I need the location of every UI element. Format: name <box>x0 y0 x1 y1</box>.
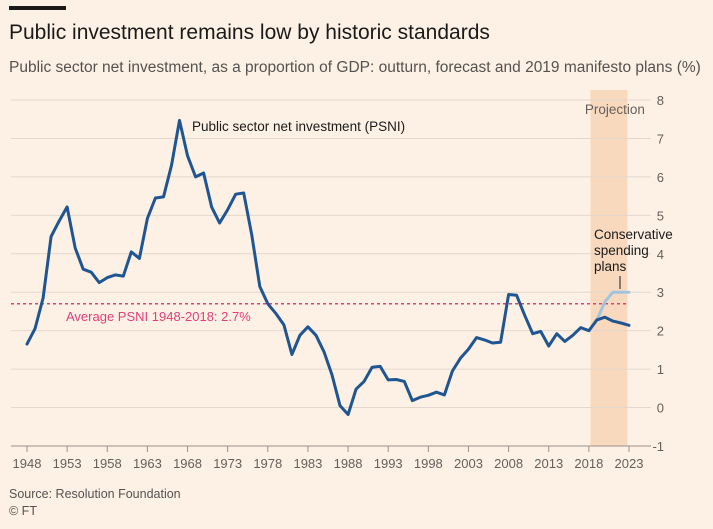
y-tick-label: 1 <box>657 362 664 377</box>
x-tick-label: 1948 <box>13 456 42 471</box>
x-tick-label: 1998 <box>414 456 443 471</box>
series-label-conservative-line: spending <box>594 243 649 258</box>
y-tick-label: 8 <box>657 93 664 108</box>
y-tick-label: 3 <box>657 285 664 300</box>
x-tick-label: 2023 <box>615 456 644 471</box>
series-label-conservative-line: Conservative <box>594 227 673 242</box>
y-tick-label: -1 <box>652 439 664 454</box>
x-tick-label: 2008 <box>494 456 523 471</box>
x-tick-label: 1988 <box>334 456 363 471</box>
x-tick-label: 1973 <box>213 456 242 471</box>
copyright-note: © FT <box>9 504 37 518</box>
x-tick-label: 2018 <box>574 456 603 471</box>
chart-title: Public investment remains low by histori… <box>9 21 490 44</box>
x-tick-label: 1963 <box>133 456 162 471</box>
y-tick-label: 5 <box>657 208 664 223</box>
y-tick-label: 6 <box>657 170 664 185</box>
x-tick-label: 2013 <box>534 456 563 471</box>
x-tick-label: 2003 <box>454 456 483 471</box>
series-line-psni <box>25 118 631 416</box>
x-tick-label: 1978 <box>253 456 282 471</box>
source-note: Source: Resolution Foundation <box>9 487 181 501</box>
x-tick-label: 1958 <box>93 456 122 471</box>
chart-subtitle: Public sector net investment, as a propo… <box>9 59 701 76</box>
average-label: Average PSNI 1948-2018: 2.7% <box>66 309 251 324</box>
y-tick-label: 4 <box>657 247 664 262</box>
projection-label: Projection <box>585 102 645 117</box>
ft-top-bar <box>9 6 66 10</box>
y-tick-label: 7 <box>657 131 664 146</box>
projection-band <box>590 90 628 446</box>
x-tick-label: 1968 <box>173 456 202 471</box>
y-tick-label: 2 <box>657 324 664 339</box>
x-tick-label: 1983 <box>293 456 322 471</box>
series-label-psni: Public sector net investment (PSNI) <box>192 119 405 134</box>
x-tick-label: 1953 <box>53 456 82 471</box>
y-tick-label: 0 <box>657 401 664 416</box>
series-line-conservative-plans <box>595 290 631 322</box>
series-label-conservative-line: plans <box>594 259 627 274</box>
x-tick-label: 1993 <box>374 456 403 471</box>
